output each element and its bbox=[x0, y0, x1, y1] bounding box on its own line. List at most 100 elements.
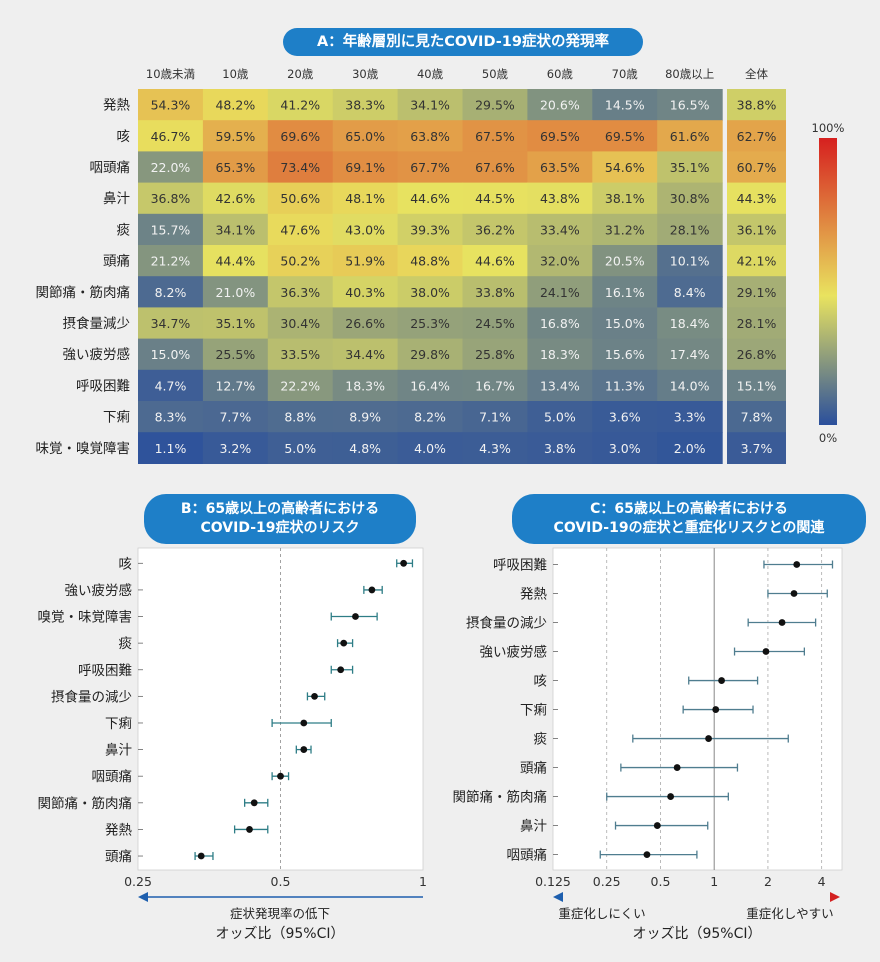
estimate-point bbox=[300, 746, 308, 753]
category-label: 咽頭痛 bbox=[92, 768, 133, 785]
cell-value: 18.3% bbox=[540, 347, 580, 362]
column-label: 80歳以上 bbox=[665, 67, 714, 81]
cell-value: 4.8% bbox=[349, 441, 381, 456]
estimate-point bbox=[790, 590, 798, 597]
heatmap-cell bbox=[332, 338, 399, 371]
heatmap-cell bbox=[332, 369, 399, 402]
heatmap-cell bbox=[332, 276, 399, 308]
forest-c-title-line2: COVID-19の症状と重症化リスクとの関連 bbox=[553, 520, 825, 536]
cell-value: 36.2% bbox=[475, 222, 515, 237]
row-label: 鼻汁 bbox=[103, 190, 130, 207]
category-label: 呼吸困難 bbox=[493, 558, 547, 574]
cell-value: 41.2% bbox=[280, 98, 320, 113]
cell-value: 24.5% bbox=[475, 316, 515, 331]
heatmap-cell bbox=[462, 213, 528, 246]
total-cell bbox=[727, 401, 786, 433]
heatmap-cell bbox=[592, 276, 658, 308]
heatmap-cell bbox=[397, 338, 464, 371]
heatmap-cell bbox=[462, 120, 528, 152]
heatmap-cell bbox=[527, 182, 593, 215]
cell-value: 8.9% bbox=[349, 410, 381, 425]
estimate-point bbox=[337, 666, 345, 674]
category-label: 鼻汁 bbox=[520, 818, 547, 835]
heatmap-cell bbox=[138, 369, 204, 402]
cell-value: 47.6% bbox=[280, 222, 320, 237]
cell-value: 15.0% bbox=[605, 316, 645, 331]
heatmap-cell bbox=[332, 151, 399, 184]
heatmap-cell bbox=[332, 89, 399, 121]
cell-value: 33.8% bbox=[475, 285, 515, 300]
category-label: 摂食量の減少 bbox=[466, 615, 547, 632]
colorbar-max-label: 100% bbox=[812, 121, 845, 135]
heatmap-cell bbox=[332, 120, 399, 152]
heatmap-cell bbox=[267, 432, 334, 464]
estimate-point bbox=[300, 719, 308, 727]
colorbar bbox=[819, 138, 837, 425]
heatmap-cell bbox=[592, 245, 658, 277]
estimate-point bbox=[246, 826, 253, 833]
heatmap-cell bbox=[267, 245, 334, 277]
cell-value: 20.6% bbox=[540, 98, 580, 113]
heatmap-cell bbox=[527, 432, 593, 464]
cell-value: 2.0% bbox=[674, 441, 706, 456]
category-label: 関節痛・筋肉痛 bbox=[453, 789, 548, 806]
x-axis-title: オッズ比（95%CI） bbox=[215, 926, 344, 942]
category-label: 下痢 bbox=[520, 703, 547, 719]
colorbar-min-label: 0% bbox=[819, 431, 837, 445]
estimate-point bbox=[340, 639, 348, 647]
heatmap-cell bbox=[202, 245, 269, 277]
cell-value: 59.5% bbox=[215, 129, 255, 144]
heatmap-cell bbox=[138, 151, 204, 184]
heatmap-cell bbox=[138, 432, 204, 464]
category-label: 強い疲労感 bbox=[65, 582, 133, 599]
row-label: 味覚・嗅覚障害 bbox=[36, 441, 131, 457]
estimate-point bbox=[762, 648, 770, 655]
estimate-point bbox=[718, 677, 725, 684]
heatmap-cell bbox=[397, 276, 464, 308]
heatmap-cell bbox=[527, 307, 593, 340]
cell-value: 44.5% bbox=[475, 191, 515, 206]
cell-value: 1.1% bbox=[155, 441, 187, 456]
cell-value: 50.2% bbox=[280, 254, 320, 269]
cell-value: 21.2% bbox=[151, 254, 191, 269]
cell-value: 25.8% bbox=[475, 347, 515, 362]
cell-value: 3.2% bbox=[219, 441, 251, 456]
heatmap-cell bbox=[138, 213, 204, 246]
heatmap-cell bbox=[397, 120, 464, 152]
heatmap-cell bbox=[397, 182, 464, 215]
x-axis-title: オッズ比（95%CI） bbox=[632, 926, 761, 942]
total-value: 60.7% bbox=[737, 160, 777, 175]
heatmap-cell bbox=[657, 120, 723, 152]
heatmap-cell bbox=[202, 89, 269, 121]
cell-value: 3.3% bbox=[674, 410, 706, 425]
cell-value: 8.2% bbox=[155, 285, 187, 300]
heatmap-cell bbox=[527, 245, 593, 277]
cell-value: 18.4% bbox=[670, 316, 710, 331]
right-arrow-head bbox=[830, 892, 840, 902]
heatmap-cell bbox=[527, 338, 593, 371]
cell-value: 61.6% bbox=[670, 129, 710, 144]
cell-value: 42.6% bbox=[215, 191, 255, 206]
heatmap-cell bbox=[462, 401, 528, 433]
heatmap-cell bbox=[138, 338, 204, 371]
left-arrow-head bbox=[553, 892, 563, 902]
cell-value: 38.3% bbox=[345, 98, 385, 113]
heatmap-cell bbox=[397, 245, 464, 277]
cell-value: 30.8% bbox=[670, 191, 710, 206]
column-label: 30歳 bbox=[352, 67, 379, 81]
heatmap-cell bbox=[592, 213, 658, 246]
decrease-arrow-head bbox=[138, 892, 148, 902]
cell-value: 24.1% bbox=[540, 285, 580, 300]
cell-value: 18.3% bbox=[345, 378, 385, 393]
category-label: 呼吸困難 bbox=[78, 663, 132, 679]
cell-value: 31.2% bbox=[605, 222, 645, 237]
total-cell bbox=[727, 245, 786, 277]
estimate-point bbox=[277, 772, 284, 780]
total-cell bbox=[727, 151, 786, 184]
cell-value: 15.6% bbox=[605, 347, 645, 362]
heatmap-cell bbox=[397, 89, 464, 121]
heatmap-cell bbox=[527, 369, 593, 402]
cell-value: 7.7% bbox=[219, 410, 251, 425]
estimate-point bbox=[311, 692, 318, 700]
cell-value: 65.3% bbox=[215, 160, 255, 175]
